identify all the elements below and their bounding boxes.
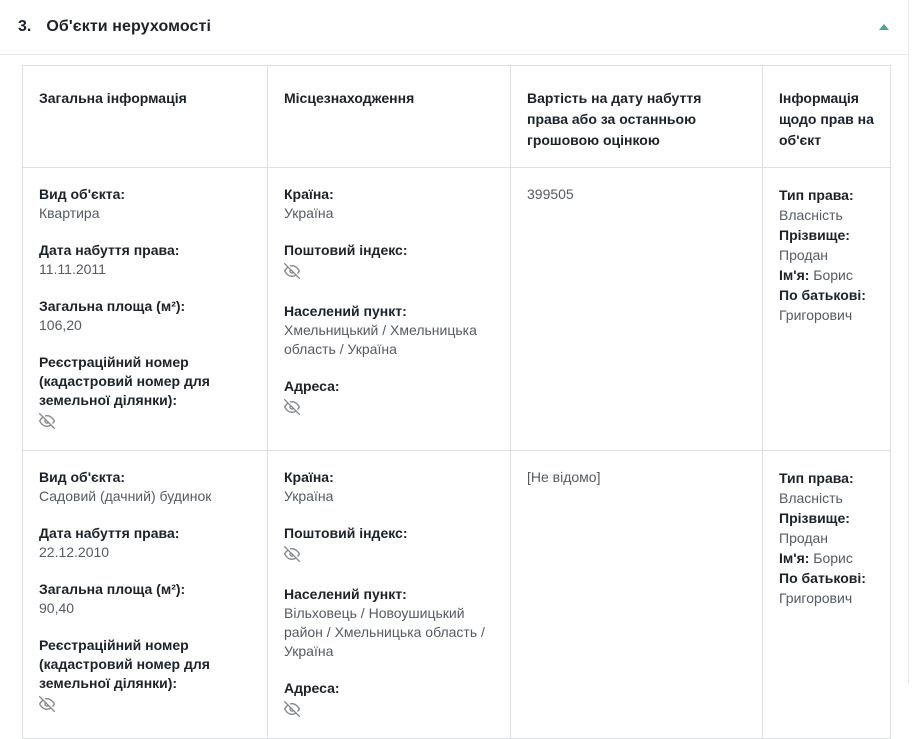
field-label: Тип права:: [779, 187, 854, 203]
section-header: 3. Об'єкти нерухомості: [0, 0, 908, 55]
field-object-type: Вид об'єкта: Квартира: [39, 185, 251, 223]
field-label: Тип права:: [779, 470, 854, 486]
cell-rights: Тип права: Власність Прізвище: Продан Ім…: [762, 450, 891, 739]
field-value: 106,20: [39, 317, 82, 333]
column-header-location: Місцезнаходження: [267, 65, 511, 168]
field-first-name: Ім'я: Борис: [779, 265, 874, 285]
field-address: Адреса:: [284, 377, 494, 420]
cell-valuation: 399505: [510, 167, 763, 451]
table-header-row: Загальна інформація Місцезнаходження Вар…: [22, 65, 891, 168]
field-object-type: Вид об'єкта: Садовий (дачний) будинок: [39, 468, 251, 506]
column-header-general-info: Загальна інформація: [22, 65, 268, 168]
field-value: 90,40: [39, 600, 75, 616]
field-address: Адреса:: [284, 679, 494, 722]
cell-rights: Тип права: Власність Прізвище: Продан Ім…: [762, 167, 891, 451]
field-acquisition-date: Дата набуття права: 22.12.2010: [39, 524, 251, 562]
field-label: По батькові:: [779, 570, 866, 586]
field-value: Григорович: [779, 590, 853, 606]
table-row: Вид об'єкта: Квартира Дата набуття права…: [22, 167, 891, 451]
field-label: Вид об'єкта:: [39, 469, 126, 485]
field-label: Прізвище:: [779, 227, 850, 243]
cell-general-info: Вид об'єкта: Квартира Дата набуття права…: [22, 167, 268, 451]
valuation-value: [Не відомо]: [527, 469, 601, 485]
field-label: Реєстраційний номер (кадастровий номер д…: [39, 354, 210, 408]
column-header-valuation: Вартість на дату набуття права або за ос…: [510, 65, 763, 168]
field-postal-code: Поштовий індекс:: [284, 241, 494, 284]
field-value: Продан: [779, 247, 829, 263]
field-acquisition-date: Дата набуття права: 11.11.2011: [39, 241, 251, 279]
field-label: Ім'я:: [779, 267, 810, 283]
field-value: Борис: [813, 550, 853, 566]
field-settlement: Населений пункт: Хмельницький / Хмельниц…: [284, 302, 494, 359]
field-label: Населений пункт:: [284, 586, 407, 602]
cell-location: Країна: Україна Поштовий індекс: Населен…: [267, 450, 511, 739]
triangle-up-icon: [879, 24, 889, 30]
table-row: Вид об'єкта: Садовий (дачний) будинок Да…: [22, 450, 891, 739]
cell-general-info: Вид об'єкта: Садовий (дачний) будинок Да…: [22, 450, 268, 739]
field-first-name: Ім'я: Борис: [779, 548, 874, 568]
field-total-area: Загальна площа (м²): 106,20: [39, 297, 251, 335]
field-value: 11.11.2011: [39, 261, 106, 277]
collapse-section-button[interactable]: [872, 15, 896, 39]
field-settlement: Населений пункт: Вільховець / Новоушицьк…: [284, 585, 494, 661]
field-value: Власність: [779, 490, 843, 506]
field-label: Країна:: [284, 469, 334, 485]
field-country: Країна: Україна: [284, 185, 494, 223]
field-label: Ім'я:: [779, 550, 810, 566]
section-number: 3.: [18, 18, 32, 35]
eye-off-icon: [284, 701, 300, 717]
field-registration-number: Реєстраційний номер (кадастровий номер д…: [39, 636, 251, 717]
valuation-value: 399505: [527, 186, 574, 202]
eye-off-icon: [39, 696, 55, 712]
field-value: Хмельницький / Хмельницька область / Укр…: [284, 322, 477, 357]
field-label: Адреса:: [284, 680, 340, 696]
field-label: Дата набуття права:: [39, 242, 180, 258]
real-estate-table: Загальна інформація Місцезнаходження Вар…: [22, 65, 891, 739]
field-label: Поштовий індекс:: [284, 242, 408, 258]
field-value: Україна: [284, 488, 334, 504]
field-value: Україна: [284, 205, 334, 221]
field-value: 22.12.2010: [39, 544, 110, 560]
field-label: Країна:: [284, 186, 334, 202]
field-label: Реєстраційний номер (кадастровий номер д…: [39, 637, 210, 691]
field-label: Прізвище:: [779, 510, 850, 526]
field-value: Вільховець / Новоушицький район / Хмельн…: [284, 605, 485, 659]
field-value: Власність: [779, 207, 843, 223]
field-label: Вид об'єкта:: [39, 186, 126, 202]
cell-valuation: [Не відомо]: [510, 450, 763, 739]
eye-off-icon: [39, 413, 55, 429]
field-value: Продан: [779, 530, 829, 546]
field-label: Поштовий індекс:: [284, 525, 408, 541]
cell-location: Країна: Україна Поштовий індекс: Населен…: [267, 167, 511, 451]
field-total-area: Загальна площа (м²): 90,40: [39, 580, 251, 618]
field-value: Квартира: [39, 205, 100, 221]
field-label: Населений пункт:: [284, 303, 407, 319]
field-label: Дата набуття права:: [39, 525, 180, 541]
field-postal-code: Поштовий індекс:: [284, 524, 494, 567]
field-label: Загальна площа (м²):: [39, 298, 186, 314]
eye-off-icon: [284, 263, 300, 279]
field-value: Садовий (дачний) будинок: [39, 488, 212, 504]
field-country: Країна: Україна: [284, 468, 494, 506]
field-value: Борис: [813, 267, 853, 283]
eye-off-icon: [284, 546, 300, 562]
field-value: Григорович: [779, 307, 853, 323]
column-header-rights: Інформація щодо прав на об'єкт: [762, 65, 891, 168]
field-registration-number: Реєстраційний номер (кадастровий номер д…: [39, 353, 251, 434]
field-label: Загальна площа (м²):: [39, 581, 186, 597]
field-label: Адреса:: [284, 378, 340, 394]
section-title: Об'єкти нерухомості: [46, 18, 211, 35]
eye-off-icon: [284, 399, 300, 415]
field-label: По батькові:: [779, 287, 866, 303]
